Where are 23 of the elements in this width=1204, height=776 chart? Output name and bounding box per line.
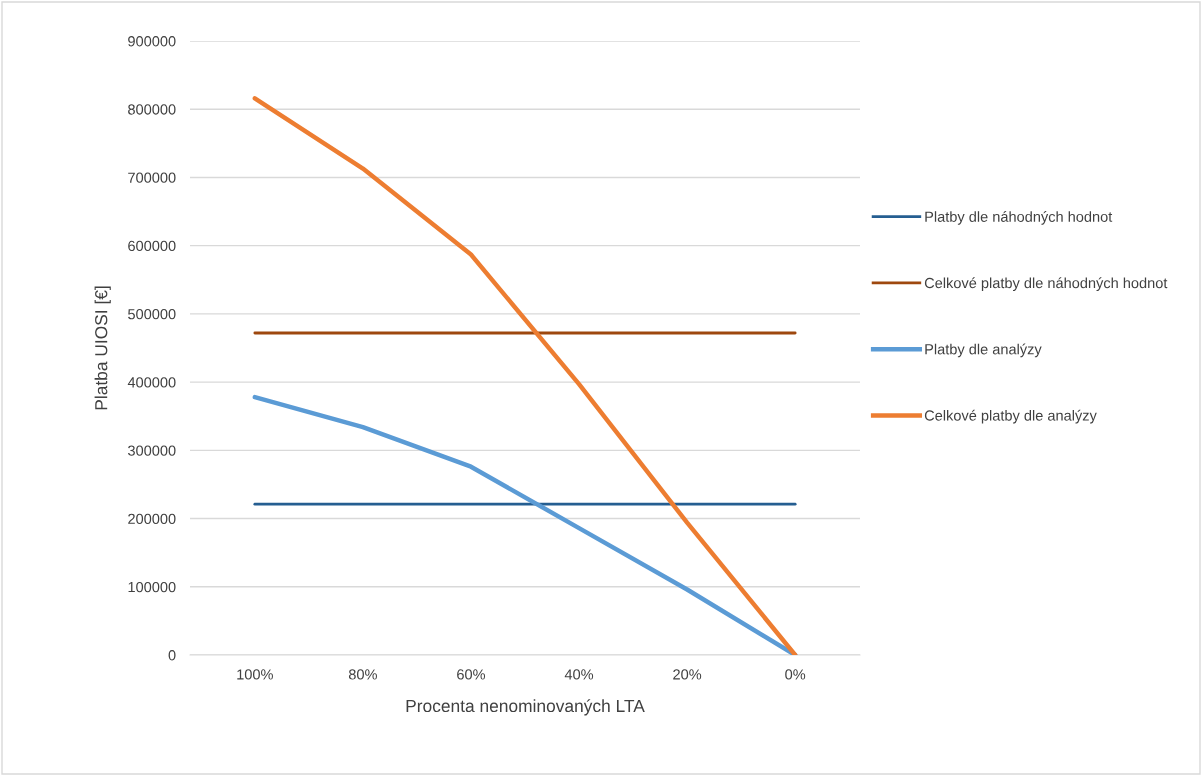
x-tick-label: 40%: [564, 669, 594, 680]
line-series: [252, 96, 798, 655]
y-tick-label: 800000: [128, 104, 176, 115]
legend-label: Platby dle analýzy: [925, 343, 1042, 358]
legend-label: Celkové platby dle náhodných hodnot: [924, 277, 1168, 292]
x-tick-label: 20%: [673, 669, 702, 680]
y-tick-label: 500000: [128, 308, 176, 320]
y-tick-label: 200000: [128, 513, 176, 524]
y-axis-title: Platba UIOSI [€]: [94, 286, 111, 410]
legend-label: Platby dle náhodných hodnot: [925, 211, 1113, 225]
y-tick-label: 700000: [128, 172, 176, 183]
y-tick-label: 0: [168, 650, 176, 661]
x-axis-title: Procenta nenominovaných LTA: [406, 699, 645, 716]
y-tick-label: 600000: [128, 240, 176, 252]
x-tick-label: 80%: [348, 669, 377, 680]
x-tick-label: 60%: [457, 669, 486, 680]
y-tick-label: 400000: [127, 377, 176, 388]
y-tick-label: 900000: [128, 36, 176, 47]
x-tick-label: 100%: [237, 669, 273, 680]
x-tick-label: 0%: [785, 669, 806, 680]
y-tick-label: 300000: [128, 445, 176, 456]
y-tick-label: 100000: [128, 581, 176, 593]
legend-label: Celkové platby dle analýzy: [924, 409, 1097, 424]
